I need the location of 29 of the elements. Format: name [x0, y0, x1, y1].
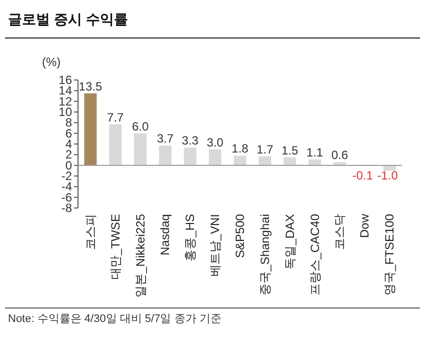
x-tick-label: 일본_Nikkei225 — [133, 214, 148, 298]
x-tick-label: 프랑스_CAC40 — [308, 214, 322, 296]
data-label: 7.7 — [107, 110, 124, 124]
x-tick-label: 중국_Shanghai — [258, 214, 272, 296]
data-label: -0.1 — [352, 168, 374, 182]
x-tick-label: 코스닥 — [332, 214, 347, 250]
x-tick-label: S&P500 — [233, 214, 247, 258]
x-tick-label: Dow — [358, 214, 372, 238]
text: Note: 수익률은 4/30일 대비 5/7일 종가 기준 — [8, 313, 222, 325]
y-axis-title: (%) — [42, 55, 61, 69]
data-label: 0.6 — [331, 148, 348, 162]
x-tick-label: 코스피 — [83, 214, 98, 250]
data-label: 6.0 — [132, 119, 149, 134]
data-label: 3.0 — [206, 135, 224, 150]
x-tick-label: 독일_DAX — [282, 214, 297, 270]
x-tick-label: Nasdaq — [158, 214, 172, 256]
chart-title: 글로벌 증시 수익률 — [8, 11, 128, 27]
x-tick-label: 홍콩_HS — [183, 214, 198, 262]
x-tick-label: 대만_TWSE — [108, 214, 122, 280]
data-label: 1.8 — [232, 142, 249, 156]
data-label: 3.7 — [156, 132, 174, 146]
x-tick-label: 베트남_VNI — [208, 214, 222, 277]
data-label: 3.3 — [182, 134, 199, 148]
x-tick-label: 영국_FTSE100 — [382, 214, 397, 296]
data-label: 1.7 — [256, 142, 274, 156]
data-label: 13.5 — [78, 79, 102, 94]
data-label: 1.5 — [282, 143, 299, 158]
data-label: 1.1 — [306, 145, 324, 160]
data-label: -1.0 — [377, 168, 398, 182]
